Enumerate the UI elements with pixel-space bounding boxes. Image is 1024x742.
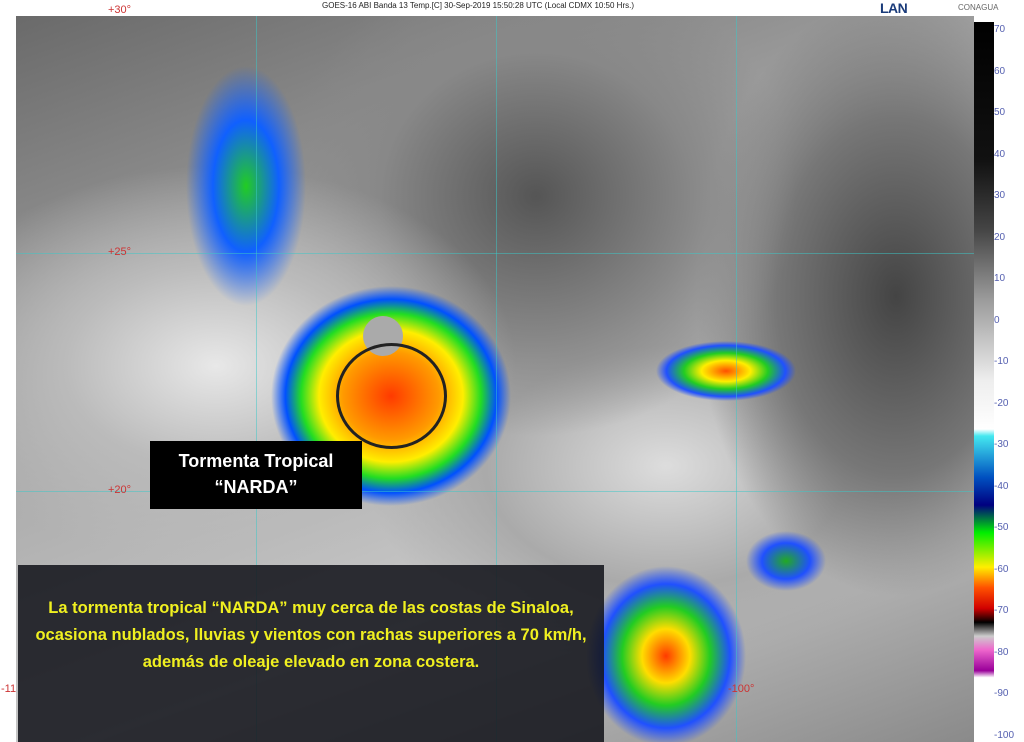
storm-name-label: Tormenta Tropical “NARDA” — [150, 441, 362, 509]
lat-label-30: +30° — [108, 4, 132, 16]
storm-center-circle — [336, 343, 447, 449]
caption-box: La tormenta tropical “NARDA” muy cerca d… — [18, 565, 604, 742]
conagua-logo: CONAGUA — [958, 3, 999, 12]
color-scale-tick: -20 — [994, 397, 1009, 409]
color-scale-tick: -40 — [994, 480, 1009, 492]
lan-logo: LAN — [880, 0, 908, 16]
image-title: GOES-16 ABI Banda 13 Temp.[C] 30-Sep-201… — [322, 1, 635, 10]
storm-label-line: “NARDA” — [214, 477, 298, 497]
storm-label-line: Tormenta Tropical — [178, 451, 334, 471]
color-scale-tick: -100 — [994, 729, 1015, 741]
color-scale-tick: 60 — [994, 65, 1006, 77]
caption-text: La tormenta tropical “NARDA” muy cerca d… — [35, 599, 587, 671]
color-scale-tick: -10 — [994, 356, 1009, 367]
grid-line-lat-25 — [16, 253, 974, 254]
color-scale-tick: 0 — [994, 314, 1000, 326]
lat-label-20: +20° — [108, 484, 132, 496]
grid-line-lon — [736, 16, 737, 742]
image-header: GOES-16 ABI Banda 13 Temp.[C] 30-Sep-201… — [0, 0, 1024, 16]
color-scale-tick: 20 — [994, 231, 1006, 243]
color-scale-tick: 50 — [994, 107, 1006, 118]
lat-label-25: +25° — [108, 246, 132, 258]
color-scale-tick: -50 — [994, 522, 1009, 533]
color-scale-tick: -30 — [994, 439, 1009, 450]
color-scale-tick: -60 — [994, 563, 1009, 575]
color-scale-tick: -90 — [994, 688, 1009, 699]
grid-line-lon — [496, 16, 497, 742]
grid-line-lat-20 — [16, 491, 974, 492]
color-scale-tick: 10 — [994, 273, 1006, 284]
color-scale-tick: 40 — [994, 148, 1006, 160]
grid-line-lon — [256, 16, 257, 742]
temperature-color-scale — [974, 22, 994, 712]
lon-label-100: -100° — [728, 683, 755, 695]
color-scale-tick: -80 — [994, 646, 1009, 658]
color-scale-tick: 70 — [994, 24, 1006, 35]
lon-label: -11 — [1, 683, 17, 695]
color-scale-tick: -70 — [994, 605, 1009, 616]
color-scale-tick: 30 — [994, 190, 1006, 201]
